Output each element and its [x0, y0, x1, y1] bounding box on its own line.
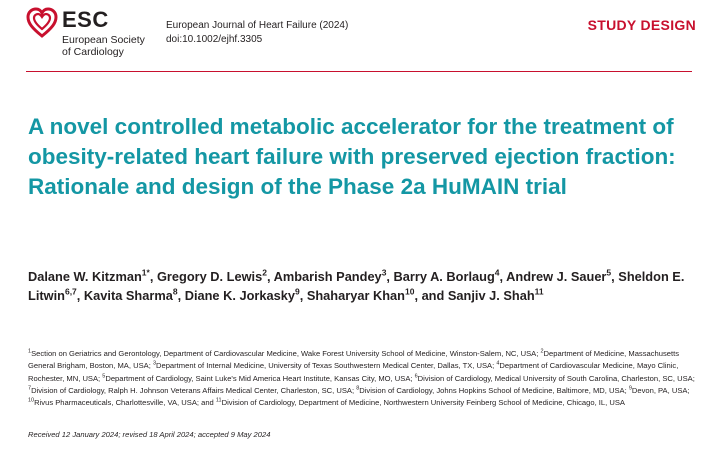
affiliation-text: Section on Geriatrics and Gerontology, D…	[31, 349, 541, 358]
author-affiliation-marker: 4	[494, 267, 500, 278]
author-separator: ,	[76, 287, 84, 303]
affiliation-text: Division of Cardiology, Ralph H. Johnson…	[31, 385, 357, 395]
author-affiliation-marker: 10	[404, 286, 415, 297]
heart-icon	[26, 7, 58, 38]
page-header: ESC European Society of Cardiology Europ…	[0, 0, 718, 80]
affiliations: 1Section on Geriatrics and Gerontology, …	[28, 348, 700, 409]
affiliation-number: 1	[28, 348, 32, 355]
author-separator: ,	[386, 269, 394, 284]
affiliation-number: 3	[152, 360, 156, 367]
author-name[interactable]: Sheldon E. Litwin	[28, 269, 685, 303]
author-name[interactable]: Diane K. Jorkasky	[184, 287, 295, 303]
header-divider	[26, 71, 692, 72]
affiliation-number: 9	[628, 385, 632, 392]
author-affiliation-marker: 1*	[141, 267, 150, 278]
author-separator: ,	[299, 287, 307, 303]
author-separator: ,	[266, 269, 274, 284]
affiliation-text: Department of Cardiovascular Medicine, M…	[28, 361, 679, 383]
logo-society-line2: of Cardiology	[62, 45, 124, 58]
affiliation-text: Division of Cardiology, Medical Universi…	[417, 373, 695, 383]
article-type-label: STUDY DESIGN	[587, 17, 696, 33]
affiliation-number: 5	[102, 373, 106, 380]
author-affiliation-marker: 8	[172, 286, 178, 297]
affiliation-text: Department of Cardiology, Saint Luke's M…	[105, 373, 415, 383]
author-name[interactable]: Andrew J. Sauer	[506, 269, 607, 284]
author-name[interactable]: Shaharyar Khan	[306, 287, 405, 303]
logo-society-text: European Society of Cardiology	[62, 34, 172, 58]
author-name[interactable]: Gregory D. Lewis	[156, 269, 263, 284]
author-affiliation-marker: 3	[381, 267, 387, 278]
affiliation-number: 11	[215, 397, 222, 404]
author-name[interactable]: Kavita Sharma	[83, 287, 173, 303]
received-dates: Received 12 January 2024; revised 18 Apr…	[28, 430, 271, 439]
logo-society-line1: European Society	[62, 34, 145, 46]
author-separator: ,	[611, 269, 619, 284]
affiliation-text: Division of Cardiology, Johns Hopkins Sc…	[359, 385, 629, 395]
journal-name: European Journal of Heart Failure (2024)	[166, 20, 349, 31]
author-name[interactable]: Sanjiv J. Shah	[447, 287, 535, 303]
affiliation-number: 2	[540, 348, 544, 355]
author-name[interactable]: Barry A. Borlaug	[393, 269, 495, 284]
affiliation-text: Division of Cardiology, Department of Me…	[221, 398, 625, 408]
author-affiliation-marker: 9	[294, 286, 300, 297]
author-list: Dalane W. Kitzman1*, Gregory D. Lewis2 , …	[28, 268, 698, 305]
author-separator: , and	[414, 287, 448, 303]
affiliation-number: 8	[356, 385, 360, 392]
esc-logo[interactable]: ESC European Society of Cardiology	[26, 7, 166, 63]
affiliation-number: 10	[28, 397, 35, 404]
article-title: A novel controlled metabolic accelerator…	[28, 114, 676, 199]
affiliation-number: 7	[28, 385, 32, 392]
author-affiliation-marker: 11	[534, 286, 544, 297]
affiliation-number: 6	[414, 373, 418, 380]
journal-info: European Journal of Heart Failure (2024)…	[166, 19, 348, 47]
author-separator: ,	[499, 269, 507, 284]
author-separator: ,	[177, 287, 185, 303]
affiliation-text: Department of Medicine, Massachusetts Ge…	[28, 349, 680, 371]
logo-esc-text: ESC	[62, 7, 109, 32]
affiliation-text: Devon, PA, USA;	[631, 385, 690, 395]
journal-doi[interactable]: doi:10.1002/ejhf.3305	[166, 34, 263, 45]
affiliation-number: 4	[496, 360, 500, 367]
author-affiliation-marker: 6,7	[64, 286, 77, 297]
author-affiliation-marker: 2	[262, 267, 267, 278]
author-separator: ,	[149, 269, 157, 284]
author-affiliation-marker: 5	[606, 267, 612, 278]
author-name[interactable]: Ambarish Pandey	[273, 269, 382, 284]
affiliation-text: Department of Internal Medicine, Univers…	[156, 361, 497, 371]
affiliation-text: Rivus Pharmaceuticals, Charlottesville, …	[34, 398, 216, 408]
author-name[interactable]: Dalane W. Kitzman	[28, 269, 142, 284]
